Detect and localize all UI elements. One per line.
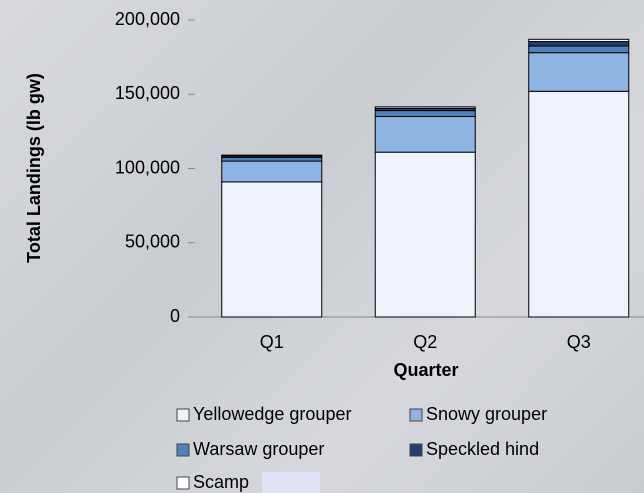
x-axis-title: Quarter <box>393 360 458 380</box>
y-tick-label: 50,000 <box>125 232 180 252</box>
bar-segment <box>528 90 630 318</box>
x-tick-label: Q1 <box>260 332 284 352</box>
bar-segment <box>221 181 323 318</box>
y-axis-title: Total Landings (lb gw) <box>24 73 44 263</box>
bar-segment <box>374 106 476 109</box>
legend-swatch <box>409 408 423 422</box>
legend-swatch <box>176 476 190 490</box>
x-tick-label: Q2 <box>413 332 437 352</box>
y-tick-label: 200,000 <box>115 9 180 29</box>
bar-segment <box>374 116 476 153</box>
bar-segment <box>528 38 630 43</box>
bar-segment <box>221 160 323 183</box>
legend-swatch <box>176 443 190 457</box>
legend-label: Speckled hind <box>426 439 539 459</box>
y-tick-label: 100,000 <box>115 157 180 177</box>
legend-label: Yellowedge grouper <box>193 404 351 424</box>
bar-segment <box>374 110 476 118</box>
bar-segment <box>528 52 630 92</box>
bar-segment <box>528 41 630 47</box>
legend-label: Scamp <box>193 472 249 492</box>
legend-label: Warsaw grouper <box>193 439 324 459</box>
bar-segment <box>374 151 476 318</box>
legend-swatch <box>176 408 190 422</box>
y-tick-label: 150,000 <box>115 83 180 103</box>
legend-label: Snowy grouper <box>426 404 547 424</box>
x-tick-label: Q3 <box>567 332 591 352</box>
y-tick-label: 0 <box>170 306 180 326</box>
bar-segment <box>528 45 630 54</box>
legend-swatch <box>409 443 423 457</box>
bar-segment <box>221 156 323 162</box>
legend-decoration <box>262 472 320 493</box>
bar-segment <box>221 154 323 157</box>
